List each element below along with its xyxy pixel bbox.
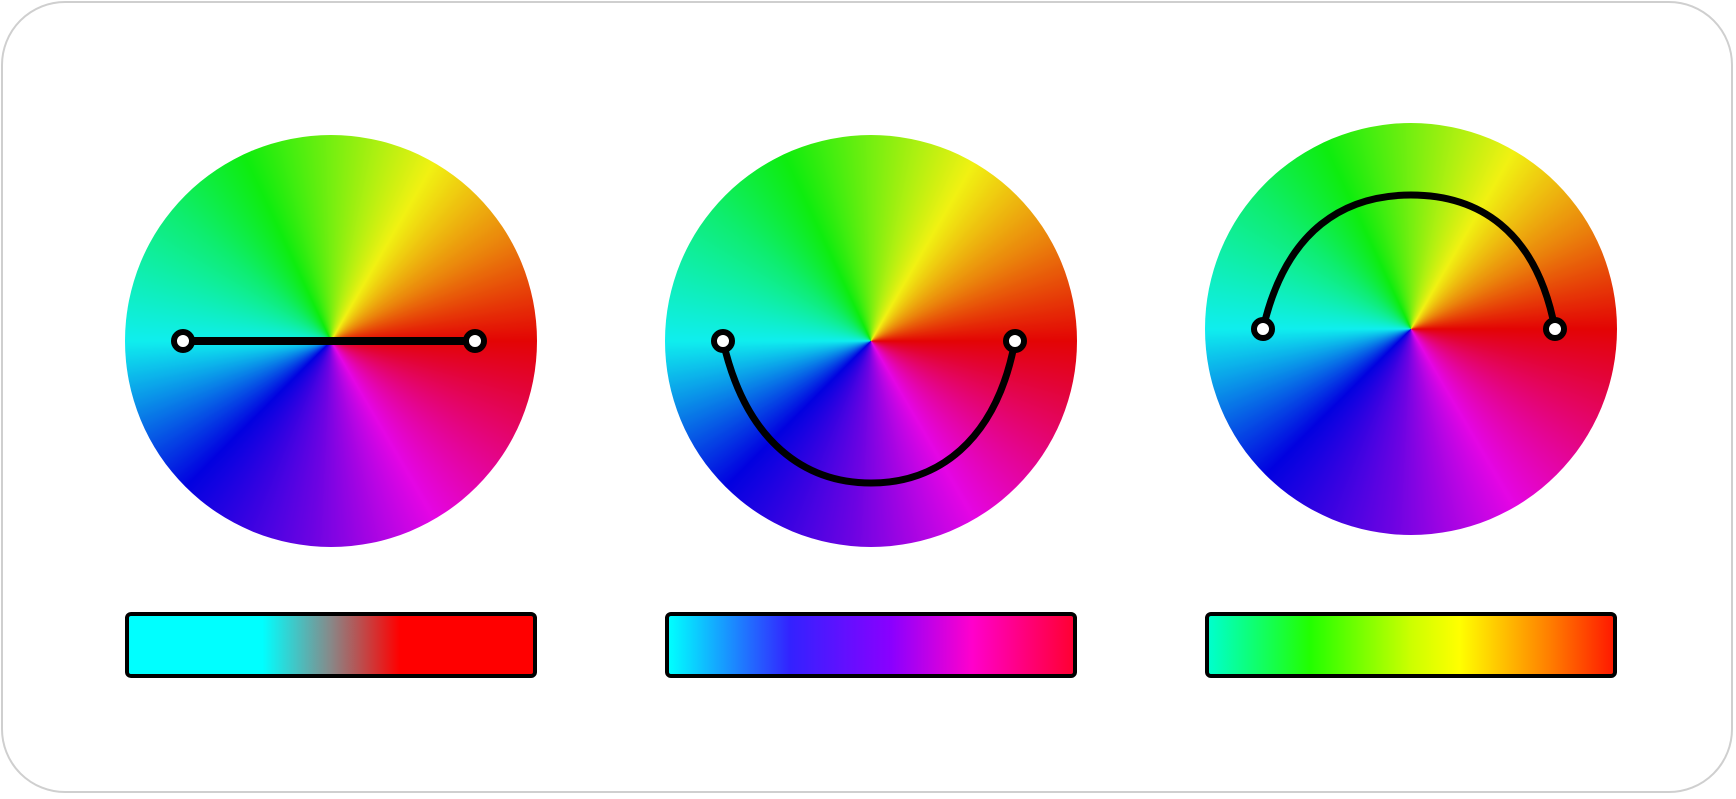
end-handle[interactable] bbox=[1003, 329, 1027, 353]
interpolation-path[interactable] bbox=[1259, 191, 1559, 333]
start-handle[interactable] bbox=[171, 329, 195, 353]
color-ramp bbox=[125, 612, 537, 678]
interpolation-path-overlay bbox=[171, 329, 487, 353]
end-handle[interactable] bbox=[463, 329, 487, 353]
interpolation-path-overlay bbox=[711, 329, 1027, 487]
start-handle[interactable] bbox=[1251, 317, 1275, 341]
interpolation-path-overlay bbox=[1251, 191, 1567, 341]
interpolation-path[interactable] bbox=[719, 337, 1019, 487]
interpolation-panel-arc-up bbox=[1201, 3, 1621, 799]
color-ramp bbox=[1205, 612, 1617, 678]
color-ramp bbox=[665, 612, 1077, 678]
interpolation-panel-straight bbox=[121, 3, 541, 799]
end-handle[interactable] bbox=[1543, 317, 1567, 341]
interpolation-panel-arc-down bbox=[661, 3, 1081, 799]
start-handle[interactable] bbox=[711, 329, 735, 353]
